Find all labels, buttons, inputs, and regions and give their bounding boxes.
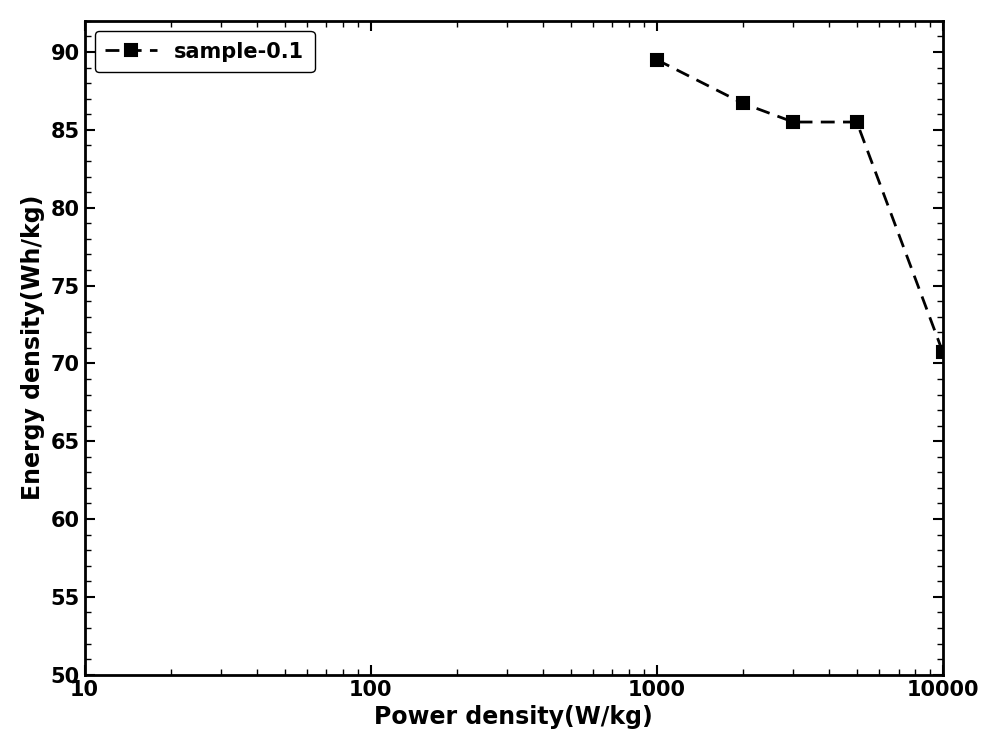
X-axis label: Power density(W/kg): Power density(W/kg) bbox=[374, 705, 653, 729]
sample-0.1 bbox=[651, 56, 663, 64]
Y-axis label: Energy density(Wh/kg): Energy density(Wh/kg) bbox=[21, 195, 45, 500]
sample-0.1 bbox=[851, 118, 863, 127]
sample-0.1 bbox=[737, 99, 749, 108]
Legend: sample-0.1: sample-0.1 bbox=[95, 32, 315, 72]
Line: sample-0.1: sample-0.1 bbox=[651, 53, 949, 358]
sample-0.1 bbox=[937, 348, 949, 357]
sample-0.1 bbox=[787, 118, 799, 127]
